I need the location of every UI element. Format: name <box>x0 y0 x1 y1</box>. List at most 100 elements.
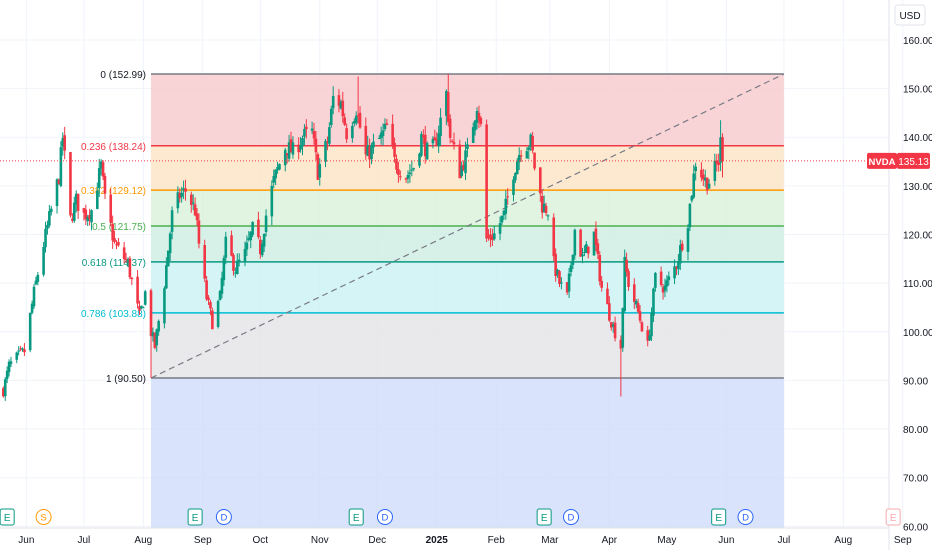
candle[interactable] <box>358 106 362 129</box>
candle[interactable] <box>170 206 174 240</box>
candle[interactable] <box>399 170 402 181</box>
candle[interactable] <box>519 149 523 162</box>
candle[interactable] <box>222 255 226 286</box>
candle[interactable] <box>673 259 676 285</box>
candle[interactable] <box>182 180 185 200</box>
candle[interactable] <box>565 282 569 296</box>
candle[interactable] <box>339 99 343 110</box>
candle[interactable] <box>675 265 678 276</box>
candle[interactable] <box>74 190 78 213</box>
candle[interactable] <box>515 157 519 175</box>
candle[interactable] <box>379 126 383 145</box>
candle[interactable] <box>404 177 408 183</box>
candle[interactable] <box>646 325 650 347</box>
candle[interactable] <box>297 137 300 160</box>
event-marker-dividend[interactable]: D <box>562 509 579 525</box>
candle[interactable] <box>715 154 719 172</box>
candle[interactable] <box>445 89 448 126</box>
candle[interactable] <box>234 267 237 278</box>
event-marker-earnings[interactable]: E <box>348 508 364 526</box>
candle[interactable] <box>189 191 193 213</box>
candle[interactable] <box>661 284 665 300</box>
candle[interactable] <box>318 158 322 186</box>
event-marker-dividend[interactable]: D <box>376 509 393 525</box>
event-marker-earnings[interactable]: E <box>187 508 203 526</box>
candle[interactable] <box>408 164 412 183</box>
candle[interactable] <box>216 299 220 329</box>
candle[interactable] <box>514 172 517 184</box>
candle[interactable] <box>34 276 38 286</box>
candle[interactable] <box>191 194 195 211</box>
candle[interactable] <box>55 178 59 214</box>
candle[interactable] <box>44 221 47 253</box>
event-marker-split[interactable]: S <box>35 509 52 525</box>
candle[interactable] <box>560 277 563 290</box>
candle[interactable] <box>366 135 370 157</box>
candle[interactable] <box>195 207 199 227</box>
candle[interactable] <box>406 170 410 184</box>
candle[interactable] <box>477 105 481 129</box>
candle[interactable] <box>5 366 9 384</box>
candle[interactable] <box>663 278 667 298</box>
candle[interactable] <box>117 237 120 247</box>
candle[interactable] <box>59 141 63 188</box>
candle[interactable] <box>571 254 575 270</box>
candle[interactable] <box>583 245 586 257</box>
candle[interactable] <box>707 179 711 189</box>
candle[interactable] <box>337 89 341 113</box>
candle[interactable] <box>63 126 66 160</box>
candle[interactable] <box>197 213 201 249</box>
candle[interactable] <box>585 241 588 254</box>
candle[interactable] <box>554 248 557 282</box>
candle[interactable] <box>113 230 116 244</box>
candle[interactable] <box>558 269 561 288</box>
candle[interactable] <box>76 193 80 219</box>
candle[interactable] <box>446 74 450 127</box>
candle[interactable] <box>368 138 371 169</box>
candle[interactable] <box>410 160 414 177</box>
candle[interactable] <box>625 252 628 277</box>
candle[interactable] <box>665 275 669 293</box>
candle[interactable] <box>274 169 277 186</box>
candle[interactable] <box>385 119 389 126</box>
candle[interactable] <box>694 162 697 181</box>
candle[interactable] <box>153 332 157 350</box>
candle[interactable] <box>324 138 327 168</box>
candle[interactable] <box>272 169 276 189</box>
candle[interactable] <box>329 105 333 128</box>
candle[interactable] <box>264 209 268 237</box>
event-marker-earnings[interactable]: E <box>536 508 552 526</box>
event-marker-dividend[interactable]: D <box>737 509 754 525</box>
candle[interactable] <box>531 131 534 154</box>
candle[interactable] <box>351 121 354 143</box>
candle[interactable] <box>15 351 19 364</box>
candle[interactable] <box>377 135 381 140</box>
candle[interactable] <box>539 167 542 202</box>
candle[interactable] <box>439 108 442 146</box>
candle[interactable] <box>370 142 373 165</box>
candle[interactable] <box>491 228 494 247</box>
candle[interactable] <box>611 321 615 333</box>
candle[interactable] <box>2 386 5 398</box>
symbol-tag[interactable] <box>867 152 897 169</box>
candle[interactable] <box>489 228 492 248</box>
candle[interactable] <box>391 114 394 150</box>
fib-trend-line[interactable] <box>150 73 785 379</box>
candle[interactable] <box>540 189 544 219</box>
candle[interactable] <box>247 230 251 242</box>
candle[interactable] <box>654 272 657 292</box>
event-marker-future[interactable]: E <box>885 508 901 526</box>
candle[interactable] <box>193 197 197 217</box>
candle[interactable] <box>289 131 293 153</box>
candle[interactable] <box>471 122 475 144</box>
candle[interactable] <box>49 205 53 216</box>
candle[interactable] <box>525 147 529 159</box>
candle[interactable] <box>203 239 206 282</box>
candle[interactable] <box>285 153 289 164</box>
candle[interactable] <box>305 119 308 139</box>
candle[interactable] <box>90 209 93 231</box>
candle[interactable] <box>291 136 295 159</box>
candle[interactable] <box>431 136 435 149</box>
candle[interactable] <box>270 180 274 226</box>
candle[interactable] <box>686 224 690 261</box>
